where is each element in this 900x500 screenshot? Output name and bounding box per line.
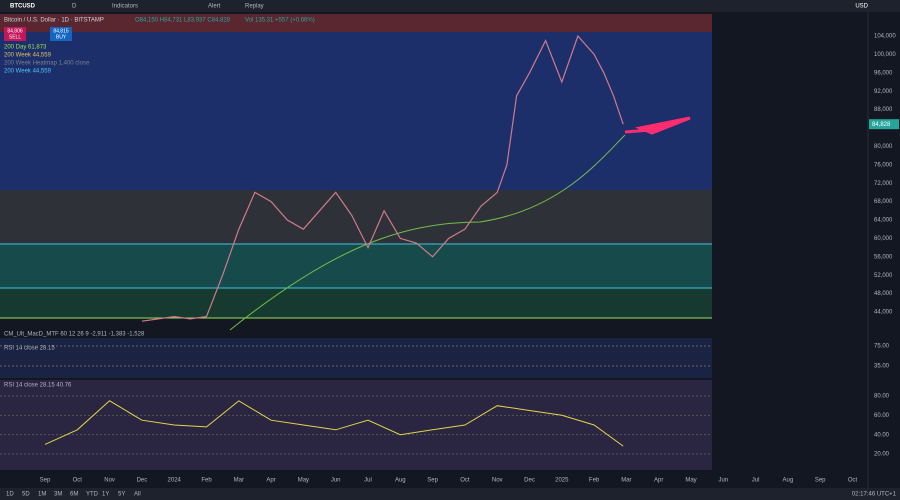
rsi-line	[44, 400, 624, 447]
time-label: Dec	[137, 478, 148, 484]
bottom-bar	[0, 488, 900, 500]
time-label: Sep	[815, 478, 826, 484]
current-price-box	[869, 119, 899, 130]
time-label: Mar	[621, 478, 631, 484]
range-button[interactable]: 3M	[54, 492, 62, 498]
currency[interactable]: USD	[855, 4, 868, 10]
price-tick-label: 104,000	[874, 34, 896, 40]
pane	[0, 338, 712, 378]
pane	[0, 380, 712, 470]
time-label: 2024	[168, 478, 182, 484]
time-label: Oct	[73, 478, 83, 484]
price-tick-label: 48,000	[874, 291, 893, 297]
price-tick-label: 56,000	[874, 254, 893, 260]
alert[interactable]: Alert	[208, 4, 221, 10]
time-label: Oct	[848, 478, 858, 484]
time-label: Sep	[40, 478, 51, 484]
time-label: Jul	[364, 478, 372, 484]
time-label: Apr	[266, 478, 275, 484]
zone	[0, 32, 712, 190]
price-tick-label: 72,000	[874, 181, 893, 187]
zone	[0, 190, 712, 244]
time-label: Nov	[104, 478, 115, 484]
clock: 02:17:46 UTC+1	[852, 492, 897, 498]
study-label: 200 Week 44,559	[4, 53, 52, 59]
range-button[interactable]: 5Y	[118, 492, 125, 498]
range-button[interactable]: 1D	[6, 492, 14, 498]
price-tick-label: 68,000	[874, 199, 893, 205]
interval[interactable]: D	[72, 4, 77, 10]
price-tick-label: 88,000	[874, 107, 893, 113]
legend-title: Bitcoin / U.S. Dollar · 1D · BITSTAMP	[4, 18, 104, 24]
time-label: Nov	[492, 478, 503, 484]
time-label: Jul	[752, 478, 760, 484]
price-tick-label: 52,000	[874, 273, 893, 279]
time-label: May	[685, 478, 696, 484]
change: Vol 135.31 +557 (+0.66%)	[245, 18, 315, 24]
ma-line	[229, 134, 626, 331]
time-label: 2025	[555, 478, 569, 484]
indicators[interactable]: Indicators	[112, 4, 138, 10]
price-tick-label: 76,000	[874, 162, 893, 168]
price-tick-label: 92,000	[874, 89, 893, 95]
macd-label: CM_Ult_MacD_MTF 60 12 26 9 -2,911 -1,383…	[4, 332, 145, 338]
rsi-tick-label: 20.00	[874, 452, 890, 458]
range-button[interactable]: 1Y	[102, 492, 109, 498]
zone	[0, 288, 712, 318]
study-label: 200 Week 44,559	[4, 69, 52, 75]
sell[interactable]: SELL	[9, 34, 21, 40]
range-button[interactable]: 6M	[70, 492, 78, 498]
study-label: 200 Week Heatmap 1,400 close	[4, 61, 90, 67]
study-label: 200 Day 61,873	[4, 45, 47, 51]
range-button[interactable]: YTD	[86, 492, 99, 498]
symbol[interactable]: BTCUSD	[10, 4, 36, 10]
rsi-tick-label: 60.00	[874, 413, 890, 419]
time-label: Aug	[783, 478, 794, 484]
zone	[0, 244, 712, 288]
sell-button[interactable]	[4, 27, 26, 41]
rsi-tick-label: 75.00	[874, 344, 890, 350]
price-tick-label: 44,000	[874, 310, 893, 316]
buy-button[interactable]	[50, 27, 72, 41]
buy-price[interactable]: 84,815	[53, 28, 69, 34]
rsi-tick-label: 40.00	[874, 432, 890, 438]
rsi2-label: RSI 14 close 28.15 40.76	[4, 383, 72, 389]
buy[interactable]: BUY	[56, 34, 67, 40]
time-label: Sep	[427, 478, 438, 484]
time-label: Aug	[395, 478, 406, 484]
rsi-tick-label: 80.00	[874, 394, 890, 400]
range-button[interactable]: All	[134, 492, 141, 498]
zone	[0, 14, 712, 32]
range-button[interactable]: 1M	[38, 492, 46, 498]
rsi-tick-label: 35.00	[874, 364, 890, 370]
time-label: May	[298, 478, 309, 484]
rsi1-label: RSI 14 close 28.15	[4, 346, 55, 352]
price-tick-label: 60,000	[874, 236, 893, 242]
current-price: 84,828	[872, 122, 891, 128]
range-button[interactable]: 5D	[22, 492, 30, 498]
price-tick-label: 100,000	[874, 52, 896, 58]
time-label: Apr	[654, 478, 663, 484]
time-label: Dec	[524, 478, 535, 484]
time-label: Jun	[718, 478, 728, 484]
time-label: Feb	[201, 478, 212, 484]
toolbar	[0, 0, 900, 12]
time-label: Mar	[234, 478, 244, 484]
ohlc: O84,150 H84,731 L83,937 C84,828	[135, 18, 231, 24]
price-tick-label: 96,000	[874, 70, 893, 76]
price-line	[141, 34, 624, 322]
sell-price[interactable]: 84,806	[7, 28, 23, 34]
price-tick-label: 80,000	[874, 144, 893, 150]
replay[interactable]: Replay	[245, 4, 264, 10]
arrow	[624, 116, 691, 135]
time-label: Jun	[331, 478, 341, 484]
time-label: Feb	[589, 478, 600, 484]
time-label: Oct	[460, 478, 470, 484]
price-tick-label: 64,000	[874, 218, 893, 224]
